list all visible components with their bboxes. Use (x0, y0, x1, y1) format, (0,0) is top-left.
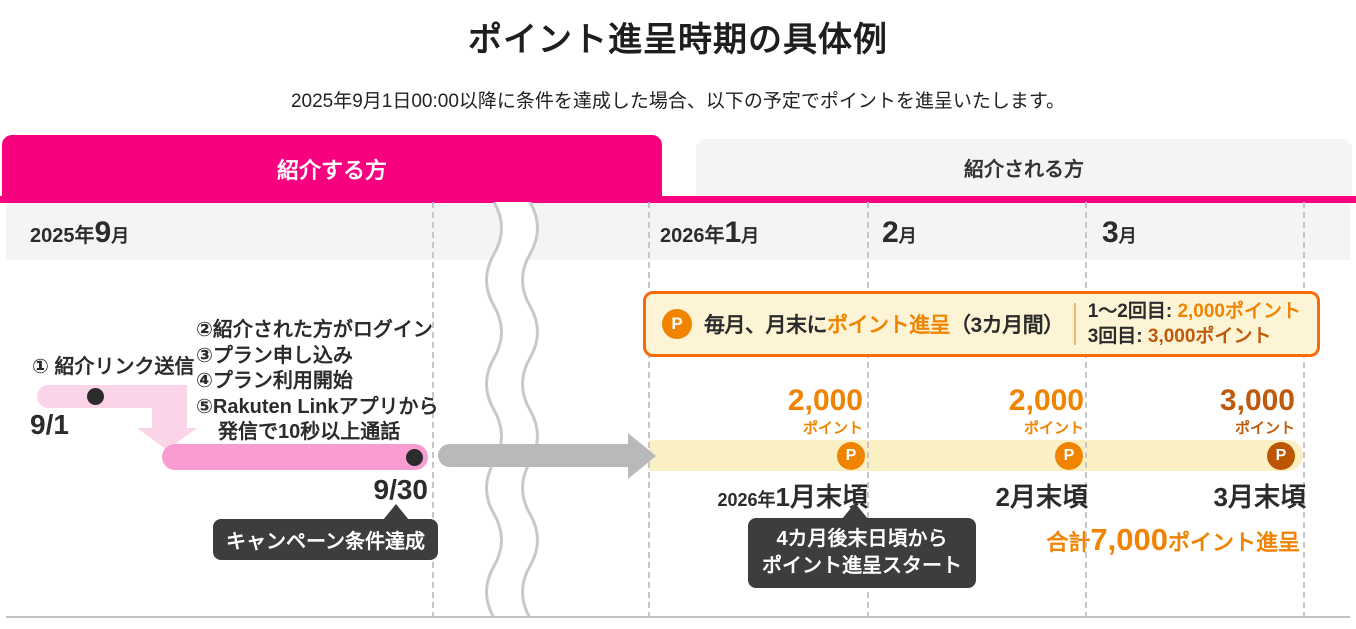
tooltip-pointer (842, 503, 868, 519)
arrow-right-icon (628, 433, 656, 479)
month-label-feb: 2月 (882, 216, 917, 250)
month-prefix: 2026年 (660, 225, 725, 247)
month-label-sep: 2025年9月 (30, 216, 129, 250)
grant-date-jan: 2026年1月末頃 (688, 477, 868, 514)
banner-main-text: 毎月、月末にポイント進呈（3カ月間） (704, 309, 1064, 339)
point-badge-icon-mar: P (1267, 442, 1295, 470)
grant-date-label: 2月末頃 (995, 482, 1088, 512)
transition-arrow-bar (438, 444, 628, 467)
amount-value: 3,000 (1219, 384, 1295, 417)
month-suffix: 月 (1118, 226, 1137, 246)
point-badge-icon-feb: P (1055, 442, 1083, 470)
month-label-jan: 2026年1月 (660, 216, 759, 250)
month-suffix: 月 (898, 226, 917, 246)
amount-unit: ポイント (1234, 420, 1295, 437)
tooltip-pointer (383, 504, 409, 520)
amount-value: 2,000 (1008, 384, 1084, 417)
grant-start-tooltip: 4カ月後末日頃から ポイント進呈スタート (748, 518, 976, 588)
grant-date-feb: 2月末頃 (958, 477, 1088, 514)
tab-underline (0, 196, 1356, 203)
point-grant-band (649, 440, 1303, 471)
steps-2-to-5: ②紹介された方がログイン ③プラン申し込み ④プラン利用開始 ⑤Rakuten … (196, 318, 439, 446)
referrer-condition-bar (162, 444, 428, 470)
amount-unit: ポイント (1023, 420, 1084, 437)
tab-referrer[interactable]: 紹介する方 (2, 135, 662, 203)
total-prefix: 合計 (1046, 530, 1091, 555)
point-badge-icon-jan: P (837, 442, 865, 470)
monthly-grant-banner: P 毎月、月末にポイント進呈（3カ月間） 1〜2回目: 2,000ポイント 3回… (643, 291, 1320, 357)
divider-end (1303, 202, 1305, 618)
amount-unit: ポイント (802, 420, 863, 437)
divider-mar (1085, 202, 1087, 618)
grant-date-label: 3月末頃 (1213, 482, 1306, 512)
timeline-dot-start (87, 388, 104, 405)
end-date: 9/30 (373, 474, 429, 505)
point-amount-feb: 2,000 ポイント (958, 386, 1084, 438)
step-2-label: ②紹介された方がログイン (196, 319, 433, 341)
banner-text-pre: 毎月、月末に (704, 314, 828, 337)
step-3-label: ③プラン申し込み (196, 344, 353, 367)
point-amount-jan: 2,000 ポイント (738, 386, 863, 438)
timeline-break-icon (485, 202, 539, 618)
total-suffix: ポイント進呈 (1167, 530, 1300, 555)
grant-date-prefix: 2026年 (717, 490, 776, 510)
rule-2: 3回目: 3,000ポイント (1088, 324, 1301, 349)
divider-feb (867, 202, 869, 618)
step-1-label: ① 紹介リンク送信 (32, 356, 195, 378)
banner-text-highlight: ポイント進呈 (827, 314, 951, 337)
timeline-dot-end (406, 449, 423, 466)
start-date: 9/1 (30, 409, 69, 440)
grant-start-line1: 4カ月後末日頃から (776, 528, 948, 550)
grant-start-line2: ポイント進呈スタート (762, 555, 962, 577)
timeline-bottom-border (6, 616, 1350, 618)
rule-1-label: 1〜2回目: (1087, 301, 1178, 322)
divider-sep (432, 202, 434, 618)
month-header-band (6, 203, 1350, 260)
tab-referrer-label: 紹介する方 (276, 158, 387, 183)
month-number: 1 (724, 216, 742, 249)
rule-1-value: 2,000ポイント (1177, 301, 1301, 322)
amount-value: 2,000 (787, 384, 863, 417)
grant-date-mar: 3月末頃 (1176, 477, 1306, 514)
referrer-start-bar (37, 385, 187, 408)
month-prefix: 2025年 (30, 225, 95, 247)
step-5-label: ⑤Rakuten Linkアプリから (196, 395, 439, 418)
month-number: 3 (1102, 216, 1119, 249)
tab-referred[interactable]: 紹介される方 (696, 139, 1352, 196)
divider-jan (648, 202, 650, 618)
tab-referred-label: 紹介される方 (964, 159, 1084, 181)
point-coin-icon: P (662, 309, 692, 339)
month-number: 2 (882, 216, 899, 249)
page-title: ポイント進呈時期の具体例 (468, 21, 888, 59)
month-label-mar: 3月 (1102, 216, 1137, 250)
total-points: 合計7,000ポイント進呈 (1030, 522, 1300, 558)
referrer-elbow (152, 385, 187, 428)
step-5-label-line2: 発信で10秒以上通話 (218, 421, 401, 443)
month-suffix: 月 (741, 226, 760, 246)
banner-divider (1073, 303, 1076, 345)
banner-text-post: （3カ月間） (950, 314, 1064, 337)
achievement-tooltip: キャンペーン条件達成 (213, 519, 438, 560)
rule-2-value: 3,000ポイント (1147, 326, 1272, 347)
month-number: 9 (94, 216, 112, 249)
month-suffix: 月 (111, 226, 130, 246)
step-4-label: ④プラン利用開始 (196, 370, 353, 392)
rule-2-label: 3回目: (1087, 326, 1148, 347)
page-subtitle: 2025年9月1日00:00以降に条件を達成した場合、以下の予定でポイントを進呈… (290, 91, 1066, 112)
point-amount-mar: 3,000 ポイント (1170, 386, 1295, 438)
rule-1: 1〜2回目: 2,000ポイント (1088, 299, 1301, 324)
banner-rules: 1〜2回目: 2,000ポイント 3回目: 3,000ポイント (1088, 299, 1301, 349)
total-amount: 7,000 (1090, 522, 1168, 557)
